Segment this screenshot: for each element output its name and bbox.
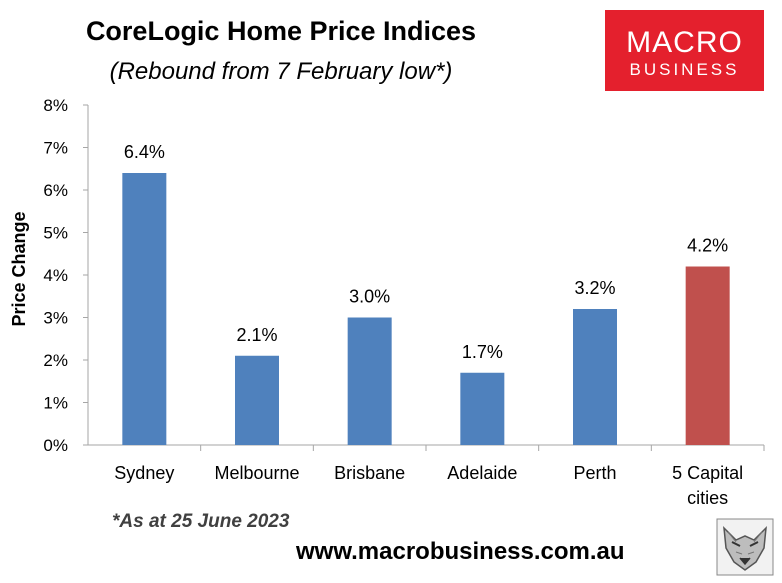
- y-tick-label: 4%: [43, 266, 68, 285]
- y-tick-label: 6%: [43, 181, 68, 200]
- data-label: 1.7%: [462, 342, 503, 362]
- y-axis-title: Price Change: [9, 211, 29, 326]
- chart-subtitle: (Rebound from 7 February low*): [109, 58, 453, 85]
- y-tick-label: 7%: [43, 139, 68, 158]
- y-tick-label: 3%: [43, 309, 68, 328]
- logo-line-1: MACRO: [626, 26, 743, 59]
- x-tick-label: Melbourne: [214, 463, 299, 483]
- y-tick-label: 2%: [43, 351, 68, 370]
- data-label: 6.4%: [124, 142, 165, 162]
- x-tick-label: 5 Capital: [672, 463, 743, 483]
- website-url: www.macrobusiness.com.au: [296, 538, 625, 565]
- x-tick-label: Brisbane: [334, 463, 405, 483]
- x-tick-label: cities: [687, 488, 728, 508]
- bar: [347, 317, 392, 445]
- bar: [122, 173, 167, 445]
- y-tick-label: 8%: [43, 96, 68, 115]
- wolf-mascot-icon: [716, 518, 774, 576]
- x-tick-label: Perth: [573, 463, 616, 483]
- bar: [460, 372, 505, 445]
- data-label: 3.0%: [349, 287, 390, 307]
- chart-title: CoreLogic Home Price Indices: [85, 16, 477, 46]
- data-label: 2.1%: [236, 325, 277, 345]
- bar: [573, 309, 617, 445]
- x-tick-label: Sydney: [114, 463, 174, 483]
- footnote: *As at 25 June 2023: [112, 511, 290, 532]
- bar: [235, 355, 279, 445]
- y-tick-label: 0%: [43, 436, 68, 455]
- x-tick-label: Adelaide: [447, 463, 517, 483]
- y-tick-label: 5%: [43, 224, 68, 243]
- data-label: 4.2%: [687, 236, 728, 256]
- y-tick-label: 1%: [43, 394, 68, 413]
- bar: [685, 266, 730, 445]
- data-label: 3.2%: [574, 278, 615, 298]
- macrobusiness-logo: MACRO BUSINESS: [605, 10, 764, 91]
- logo-line-2: BUSINESS: [629, 60, 740, 79]
- bar-chart: 0% 1% 2% 3% 4% 5% 6% 7% 8% 6.4% Sydney 2.1% Melbourn…: [9, 96, 765, 508]
